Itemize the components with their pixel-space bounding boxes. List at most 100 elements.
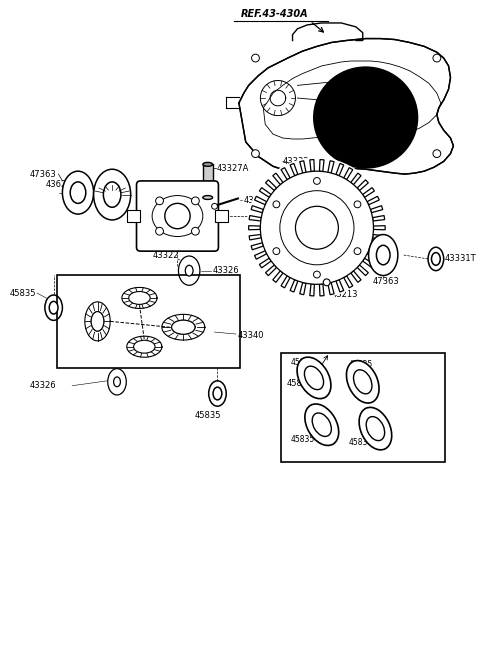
Text: 45835: 45835 — [349, 438, 373, 447]
Polygon shape — [367, 251, 379, 259]
Polygon shape — [254, 251, 267, 259]
Circle shape — [156, 197, 164, 205]
Polygon shape — [249, 216, 261, 221]
Polygon shape — [367, 196, 379, 205]
Ellipse shape — [203, 163, 213, 167]
Text: 43213: 43213 — [332, 289, 358, 298]
Text: 45835: 45835 — [290, 435, 315, 444]
Text: 43340: 43340 — [238, 331, 264, 340]
Ellipse shape — [114, 377, 120, 386]
Polygon shape — [328, 161, 334, 173]
Ellipse shape — [172, 320, 195, 334]
Polygon shape — [251, 243, 264, 250]
Polygon shape — [254, 196, 267, 205]
Text: 43326: 43326 — [29, 381, 56, 390]
Polygon shape — [310, 284, 314, 296]
Text: 43322: 43322 — [153, 251, 179, 260]
Ellipse shape — [45, 295, 62, 320]
Polygon shape — [300, 161, 306, 173]
Circle shape — [212, 203, 217, 209]
Polygon shape — [336, 279, 344, 292]
Ellipse shape — [129, 291, 150, 304]
Ellipse shape — [359, 407, 392, 450]
Polygon shape — [344, 168, 353, 180]
Polygon shape — [351, 271, 361, 282]
Polygon shape — [281, 168, 290, 180]
Circle shape — [354, 201, 361, 208]
Ellipse shape — [185, 265, 193, 276]
FancyBboxPatch shape — [136, 181, 218, 251]
Polygon shape — [372, 234, 384, 240]
Ellipse shape — [179, 256, 200, 285]
Polygon shape — [363, 188, 374, 197]
Bar — [215, 210, 228, 222]
Ellipse shape — [297, 357, 331, 399]
Ellipse shape — [91, 312, 104, 331]
Circle shape — [313, 178, 320, 184]
Polygon shape — [239, 39, 454, 174]
Polygon shape — [273, 173, 283, 184]
Circle shape — [260, 171, 373, 284]
Polygon shape — [249, 234, 261, 240]
Polygon shape — [372, 216, 384, 221]
Circle shape — [156, 228, 164, 235]
Ellipse shape — [366, 417, 384, 441]
Polygon shape — [373, 226, 385, 230]
Polygon shape — [290, 279, 298, 292]
Circle shape — [273, 201, 280, 208]
Polygon shape — [265, 265, 276, 276]
Polygon shape — [300, 283, 306, 295]
Circle shape — [296, 206, 338, 249]
Bar — [57, 275, 240, 368]
Ellipse shape — [62, 171, 94, 214]
Ellipse shape — [369, 235, 398, 276]
Polygon shape — [249, 226, 260, 230]
Ellipse shape — [312, 413, 331, 436]
Ellipse shape — [108, 369, 126, 395]
Polygon shape — [281, 276, 290, 288]
Text: 45835: 45835 — [290, 358, 315, 367]
Ellipse shape — [49, 301, 58, 314]
Text: 43326: 43326 — [213, 266, 239, 275]
Bar — [127, 210, 141, 222]
Polygon shape — [251, 206, 264, 213]
Circle shape — [165, 203, 190, 229]
Polygon shape — [310, 159, 314, 171]
Circle shape — [433, 150, 441, 157]
Polygon shape — [259, 188, 271, 197]
Circle shape — [433, 54, 441, 62]
Text: REF.43-430A: REF.43-430A — [241, 9, 309, 19]
Polygon shape — [344, 276, 353, 288]
Text: 45835: 45835 — [194, 411, 221, 420]
Polygon shape — [259, 258, 271, 268]
Polygon shape — [336, 163, 344, 176]
Circle shape — [252, 150, 259, 157]
Ellipse shape — [213, 387, 222, 400]
Text: 43327A: 43327A — [216, 164, 249, 173]
Text: 45835: 45835 — [349, 359, 373, 369]
Text: 43332: 43332 — [283, 157, 310, 166]
Text: 45842A: 45842A — [286, 379, 318, 388]
Circle shape — [273, 248, 280, 255]
Circle shape — [192, 197, 199, 205]
Bar — [281, 352, 444, 462]
Circle shape — [247, 157, 387, 298]
Polygon shape — [290, 163, 298, 176]
Circle shape — [323, 279, 330, 286]
Circle shape — [354, 248, 361, 255]
Ellipse shape — [313, 66, 419, 169]
Polygon shape — [351, 173, 361, 184]
Ellipse shape — [209, 381, 226, 406]
Ellipse shape — [428, 247, 444, 271]
Ellipse shape — [70, 182, 86, 203]
Ellipse shape — [304, 366, 324, 390]
Polygon shape — [320, 284, 324, 296]
Polygon shape — [371, 243, 383, 250]
Bar — [203, 165, 213, 197]
Polygon shape — [273, 271, 283, 282]
Ellipse shape — [133, 340, 155, 353]
Circle shape — [252, 54, 259, 62]
Ellipse shape — [305, 404, 339, 445]
Polygon shape — [357, 265, 368, 276]
Polygon shape — [320, 159, 324, 171]
